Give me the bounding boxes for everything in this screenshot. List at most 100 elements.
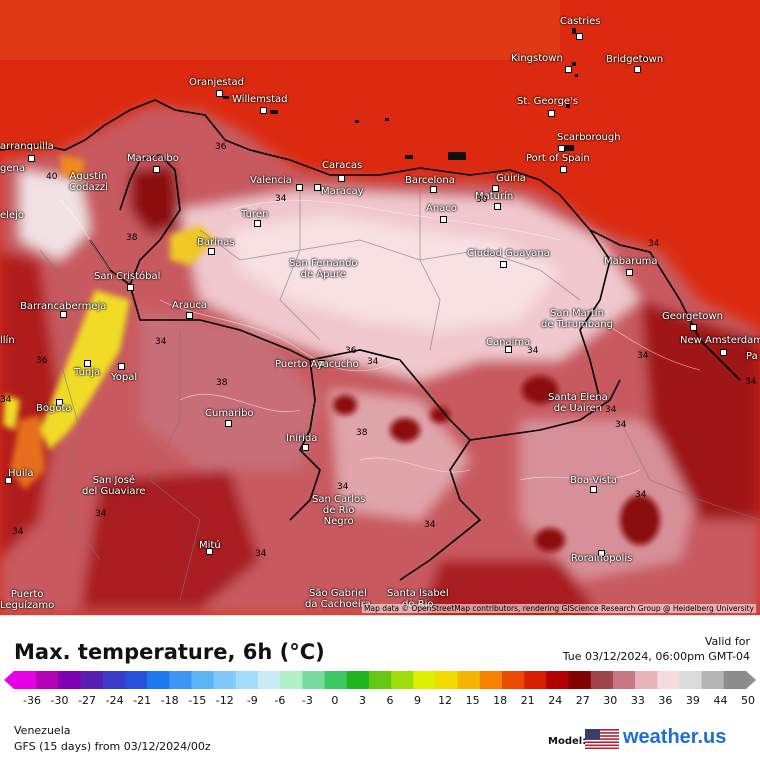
scale-tick-label: 21 <box>520 694 535 707</box>
scale-swatch <box>457 671 481 689</box>
scale-swatch <box>80 671 104 689</box>
city-pa: Pa <box>746 351 758 362</box>
city-marker <box>5 477 12 484</box>
scale-tick-label: 9 <box>414 694 422 707</box>
city-tunja: Tunja <box>74 367 101 378</box>
scale-swatch <box>324 671 348 689</box>
city-marker <box>565 66 572 73</box>
scale-tick-label: 0 <box>331 694 339 707</box>
scale-tick-label: 3 <box>358 694 366 707</box>
city-marker <box>576 33 583 40</box>
scale-tick-label: 30 <box>603 694 618 707</box>
scale-swatch <box>701 671 725 689</box>
scale-tick-label: -12 <box>215 694 234 707</box>
city-marker <box>254 220 261 227</box>
city-marker <box>634 66 641 73</box>
city-mabaruma: Mabaruma <box>604 256 658 267</box>
scale-tick-label: -15 <box>188 694 207 707</box>
city-marker <box>216 90 223 97</box>
city-marker <box>314 184 321 191</box>
weather-us-logo[interactable]: weather.us <box>623 726 727 748</box>
city-willemstad: Willemstad <box>232 94 288 105</box>
scale-swatch <box>235 671 259 689</box>
city-marker <box>118 363 125 370</box>
city-san-jose: San José del Guaviare <box>82 475 146 497</box>
scale-swatch <box>258 671 281 689</box>
scale-swatch <box>657 671 680 689</box>
valid-for-label: Valid for <box>704 635 750 648</box>
city-maracay: Maracay <box>321 186 364 197</box>
city-maturin: Maturín <box>475 191 514 202</box>
city-marker <box>720 349 727 356</box>
city-montelibano: elejo <box>0 210 24 221</box>
isotherm-label: 30 <box>476 195 488 205</box>
city-medellin: llín <box>0 335 15 346</box>
scale-tick-label: -9 <box>246 694 258 707</box>
city-anaco: Anaco <box>426 203 457 214</box>
scale-tick-label: 44 <box>713 694 728 707</box>
scale-swatch <box>723 671 747 689</box>
city-marker <box>590 486 597 493</box>
scale-swatch <box>302 671 326 689</box>
scale-swatch <box>124 671 148 689</box>
scale-swatch <box>524 671 547 689</box>
scale-swatch <box>635 671 658 689</box>
isotherm-label: 34 <box>367 357 379 367</box>
city-guiria: Güiria <box>496 173 526 184</box>
city-cartagena: gena <box>0 163 25 174</box>
city-canaima: Canaima <box>486 337 531 348</box>
temperature-map[interactable]: Castries Kingstown Bridgetown Oranjestad… <box>0 0 760 615</box>
isotherm-label: 34 <box>255 549 267 559</box>
scale-swatch <box>346 671 370 689</box>
us-flag-icon <box>585 729 619 749</box>
city-maracaibo: Maracaibo <box>127 153 179 164</box>
city-port-of-spain: Port of Spain <box>526 153 590 164</box>
scale-swatch <box>368 671 392 689</box>
city-bridgetown: Bridgetown <box>606 54 664 65</box>
city-barinas: Barinas <box>197 237 235 248</box>
scale-tick-label: 50 <box>741 694 755 707</box>
city-marker <box>127 284 134 291</box>
isotherm-label: 34 <box>635 490 647 500</box>
city-marker <box>492 185 499 192</box>
city-turen: Turén <box>241 209 269 220</box>
city-marker <box>56 399 63 406</box>
scale-arrow-right <box>746 671 756 689</box>
city-marker <box>430 186 437 193</box>
city-marker <box>500 261 507 268</box>
scale-swatch <box>169 671 192 689</box>
region-label: Venezuela <box>14 724 71 737</box>
isotherm-label: 34 <box>527 346 539 356</box>
city-st-georges: St. George's <box>517 96 579 107</box>
map-attribution[interactable]: Map data © OpenStreetMap contributors, r… <box>362 604 756 613</box>
scale-tick-label: -30 <box>50 694 69 707</box>
scale-swatch <box>479 671 503 689</box>
city-georgetown: Georgetown <box>662 311 724 322</box>
isotherm-label: 40 <box>46 172 58 182</box>
scale-tick-label: -6 <box>274 694 286 707</box>
scale-swatch <box>14 671 37 689</box>
city-marker <box>296 184 303 191</box>
city-scarborough: Scarborough <box>557 132 621 143</box>
city-marker <box>626 269 633 276</box>
scale-tick-label: 27 <box>575 694 590 707</box>
valid-time: Tue 03/12/2024, 06:00pm GMT-04 <box>562 650 750 663</box>
isotherm-contours <box>59 199 701 481</box>
city-agustin-codazzi: Agustín Codazzi <box>69 171 108 193</box>
city-santa-elena: Santa Elena de Uairen <box>548 392 608 414</box>
map-canvas <box>0 0 760 615</box>
city-barranquilla: arranquilla <box>0 141 54 152</box>
city-puerto-leguizamo: Puerto Leguízamo <box>0 589 55 611</box>
city-marker <box>302 444 309 451</box>
scale-swatch <box>413 671 436 689</box>
city-rorainopolis: Rorainópolis <box>571 553 633 564</box>
city-barrancabermeja: Barrancabermeja <box>20 301 107 312</box>
city-marker <box>225 420 232 427</box>
isotherm-label: 34 <box>275 194 287 204</box>
scale-tick-label: -18 <box>160 694 179 707</box>
city-castries: Castries <box>560 16 601 27</box>
scale-swatch <box>568 671 592 689</box>
isotherm-label: 34 <box>637 351 649 361</box>
state-borders <box>39 170 760 601</box>
city-marker <box>186 312 193 319</box>
